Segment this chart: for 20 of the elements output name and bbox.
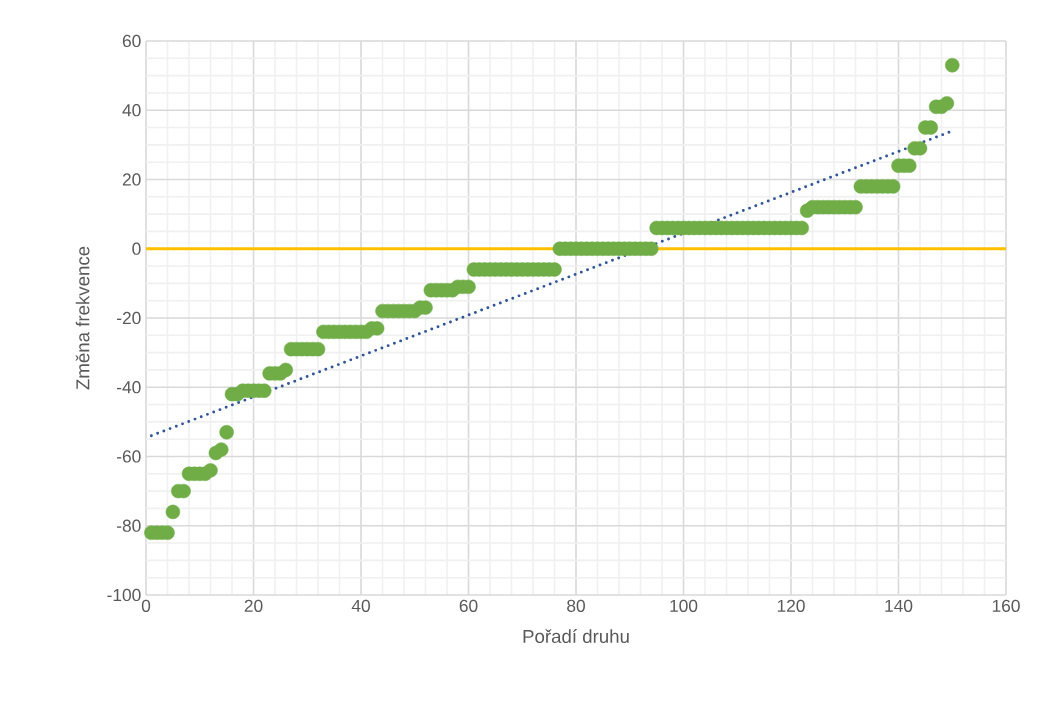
x-axis-title: Pořadí druhu (523, 629, 629, 644)
y-tick-label: -60 (117, 450, 141, 463)
x-tick-label: 0 (141, 599, 151, 612)
y-tick-label: -40 (117, 381, 141, 394)
y-tick-label: 20 (122, 173, 141, 186)
x-tick-label: 120 (777, 599, 805, 612)
y-tick-label: 40 (122, 104, 141, 117)
y-tick-label: -100 (107, 588, 141, 602)
y-tick-label: 0 (132, 242, 141, 255)
x-tick-label: 140 (885, 599, 913, 612)
x-tick-label: 160 (992, 599, 1020, 612)
y-tick-label: -20 (117, 311, 141, 325)
x-tick-label: 60 (459, 599, 478, 612)
x-tick-label: 20 (244, 599, 263, 612)
x-tick-label: 80 (567, 599, 585, 612)
y-tick-label: -80 (117, 519, 141, 532)
y-axis-title: Změna frekvence (75, 246, 90, 390)
x-tick-label: 100 (670, 599, 698, 612)
x-tick-label: 40 (351, 599, 370, 612)
y-tick-label: 60 (122, 34, 141, 48)
